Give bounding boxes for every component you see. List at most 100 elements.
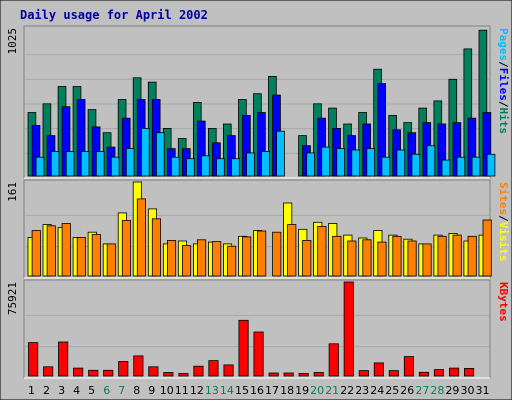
bar-sites-day-8 (136, 198, 147, 277)
x-tick-label: 2 (43, 384, 50, 397)
x-tick-label: 24 (370, 384, 384, 397)
bar-sites-day-28 (437, 235, 447, 277)
x-tick-label: 26 (400, 384, 414, 397)
bar-pages-day-19 (306, 152, 315, 177)
x-tick-label: 19 (295, 384, 309, 397)
bar-pages-day-16 (261, 151, 270, 177)
right-label-part: Hits (497, 108, 510, 135)
bar-sites-day-31 (482, 219, 492, 277)
bar-kbytes-day-28 (433, 369, 444, 377)
bar-sites-day-25 (392, 235, 402, 277)
bar-sites-day-26 (407, 240, 417, 277)
x-tick-label: 12 (190, 384, 204, 397)
bar-sites-day-13 (212, 241, 222, 277)
bar-sites-day-12 (196, 239, 207, 277)
bar-kbytes-day-16 (253, 331, 264, 377)
bar-pages-day-9 (155, 132, 165, 177)
right-label-part: Pages (497, 28, 510, 61)
bar-kbytes-day-14 (223, 364, 234, 377)
bar-kbytes-day-4 (73, 367, 84, 377)
bar-sites-day-24 (377, 241, 387, 277)
bar-sites-day-16 (257, 230, 267, 277)
bar-kbytes-day-30 (463, 367, 475, 377)
x-tick-label: 6 (103, 384, 110, 397)
right-label-part: / (497, 61, 510, 68)
x-tick-label: 10 (160, 384, 174, 397)
bar-kbytes-day-5 (88, 369, 99, 377)
bar-kbytes-day-19 (298, 373, 309, 377)
bar-sites-day-10 (166, 239, 177, 277)
bar-kbytes-day-9 (148, 366, 159, 377)
bar-kbytes-day-26 (403, 356, 414, 377)
bar-sites-day-20 (317, 225, 327, 277)
bar-sites-day-27 (422, 243, 432, 277)
bar-kbytes-day-13 (208, 360, 219, 377)
bar-pages-day-10 (170, 156, 180, 177)
bar-pages-day-26 (411, 153, 421, 177)
bar-kbytes-day-17 (268, 372, 279, 377)
x-tick-label: 29 (445, 384, 459, 397)
x-tick-label: 30 (461, 384, 475, 397)
bar-pages-day-5 (95, 151, 105, 177)
y-max-label-kbytes: 75921 (6, 282, 19, 315)
bar-sites-day-2 (46, 225, 56, 277)
bar-sites-day-5 (91, 234, 101, 277)
x-tick-label: 28 (430, 384, 444, 397)
bar-kbytes-day-11 (178, 373, 189, 377)
bar-sites-day-29 (452, 234, 462, 277)
bar-kbytes-day-25 (388, 370, 399, 377)
x-tick-label: 8 (133, 384, 140, 397)
bar-kbytes-day-3 (58, 341, 69, 377)
x-tick-label: 3 (58, 384, 65, 397)
bar-pages-day-24 (381, 156, 391, 177)
x-tick-label: 1 (28, 384, 35, 397)
x-axis-labels: 1 2 3 4 5 6 7 8 9 10 11 12 13 14 15 16 17 18 19 20 21 22 23 24 2… (28, 384, 490, 397)
bar-pages-day-20 (321, 146, 330, 177)
bar-sites-day-4 (76, 237, 86, 277)
bar-pages-day-22 (351, 149, 360, 177)
right-label-part: Sites (497, 182, 510, 215)
x-tick-label: 15 (235, 384, 249, 397)
y-max-label-visits_sites: 161 (6, 182, 19, 202)
bar-pages-day-7 (125, 148, 135, 177)
right-axis-label-kbytes: KBytes (497, 282, 510, 322)
panel-kbytes: 75921 KBytes (6, 279, 510, 379)
bar-pages-day-6 (110, 156, 120, 177)
x-tick-label: 11 (175, 384, 189, 397)
x-tick-label: 4 (73, 384, 80, 397)
x-tick-label: 14 (220, 384, 234, 397)
bar-sites-day-19 (302, 239, 312, 277)
bar-kbytes-day-27 (418, 371, 429, 377)
bar-pages-day-29 (456, 156, 466, 177)
bar-kbytes-day-21 (328, 343, 339, 377)
bar-sites-day-6 (106, 243, 116, 277)
x-tick-label: 17 (265, 384, 279, 397)
x-tick-label: 25 (385, 384, 399, 397)
bar-pages-day-8 (140, 127, 150, 177)
right-axis-label-visits_sites: Sites/Visits (497, 182, 510, 262)
panel-hits_files_pages: 1025 Pages/Files/Hits (6, 25, 510, 179)
x-tick-label: 23 (355, 384, 369, 397)
x-tick-label: 22 (340, 384, 354, 397)
bar-pages-day-21 (336, 148, 345, 177)
right-label-part: / (497, 101, 510, 108)
right-axis-label-hits_files_pages: Pages/Files/Hits (497, 28, 510, 134)
x-tick-label: 31 (476, 384, 490, 397)
right-label-part: KBytes (497, 282, 510, 322)
chart-title: Daily usage for April 2002 (20, 8, 208, 22)
bar-pages-day-17 (276, 130, 285, 177)
bar-pages-day-11 (186, 158, 195, 177)
bar-pages-day-28 (441, 159, 451, 177)
bar-kbytes-day-29 (448, 367, 460, 377)
bar-kbytes-day-12 (193, 365, 204, 377)
bar-sites-day-21 (332, 235, 342, 277)
bar-pages-day-4 (80, 151, 90, 177)
bar-kbytes-day-15 (238, 319, 249, 377)
bar-sites-day-7 (121, 220, 132, 277)
bar-sites-day-18 (287, 224, 297, 277)
x-tick-label: 13 (205, 384, 219, 397)
x-tick-label: 27 (415, 384, 429, 397)
x-tick-label: 7 (118, 384, 125, 397)
bar-pages-day-23 (366, 148, 375, 177)
